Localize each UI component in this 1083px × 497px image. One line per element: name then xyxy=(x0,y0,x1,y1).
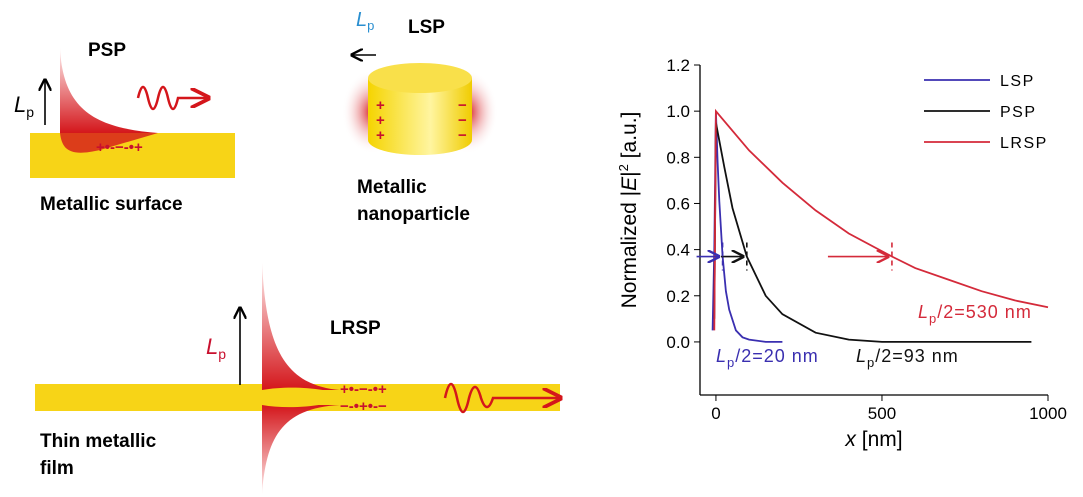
x-tick-label: 500 xyxy=(868,404,896,423)
wave-arrow xyxy=(138,87,208,109)
legend-label: PSP xyxy=(1000,104,1037,121)
y-tick-label: 0.4 xyxy=(666,241,690,260)
x-tick-label: 1000 xyxy=(1029,404,1067,423)
legend-label: LSP xyxy=(1000,73,1035,90)
annotation-sub: p xyxy=(929,311,937,326)
y-tick-label: 0.0 xyxy=(666,333,690,352)
x-axis-label: x [nm] xyxy=(844,428,902,451)
psp-title: PSP xyxy=(88,40,126,61)
length-label: Lp xyxy=(14,92,34,120)
field-decay xyxy=(262,405,340,495)
x-label-unit: [nm] xyxy=(856,428,903,451)
length-label: Lp xyxy=(206,334,226,362)
y-tick-label: 0.2 xyxy=(666,287,690,306)
x-tick-label: 0 xyxy=(711,404,720,423)
lrsp-title: LRSP xyxy=(330,318,381,339)
y-tick-label: 0.6 xyxy=(666,194,690,213)
annotation: Lp/2=20 nm xyxy=(716,346,819,370)
annotation-symbol: L xyxy=(716,346,727,366)
y-tick-label: 1.2 xyxy=(666,56,690,75)
annotation-text: /2=530 nm xyxy=(937,302,1032,322)
length-symbol: L xyxy=(206,334,218,359)
lsp-caption: nanoparticle xyxy=(357,204,470,225)
length-sub: p xyxy=(367,18,374,33)
annotation: Lp/2=530 nm xyxy=(918,302,1032,326)
annotation-symbol: L xyxy=(918,302,929,322)
lrsp-diagram: Lp LRSP +•-−-•+ −-•+•-− Thin metallic fi… xyxy=(35,262,560,495)
lsp-caption: Metallic xyxy=(357,177,427,198)
length-sub: p xyxy=(26,104,34,120)
charge: − xyxy=(458,127,467,144)
field-decay xyxy=(262,262,340,390)
y-axis-label: Normalized |E|2 [a.u.] xyxy=(616,112,641,309)
length-symbol: L xyxy=(356,9,367,31)
y-tick-label: 1.0 xyxy=(666,102,690,121)
charges: +•-−-•+ xyxy=(96,139,143,156)
length-symbol: L xyxy=(14,92,26,117)
charge: + xyxy=(376,127,385,144)
psp-caption: Metallic surface xyxy=(40,194,183,215)
lrsp-caption: film xyxy=(40,458,74,479)
legend-label: LRSP xyxy=(1000,135,1048,152)
y-label-sup: 2 xyxy=(616,164,631,171)
annotation-symbol: L xyxy=(856,346,867,366)
lsp-title: LSP xyxy=(408,17,445,38)
annotation-text: /2=20 nm xyxy=(735,346,819,366)
y-tick-label: 0.8 xyxy=(666,148,690,167)
nanoparticle-top xyxy=(368,63,472,93)
charges: +•-−-•+ xyxy=(340,381,387,398)
annotation: Lp/2=93 nm xyxy=(856,346,959,370)
psp-diagram: Lp PSP +•-−-•+ Metallic surface xyxy=(14,40,235,215)
lsp-diagram: + + + − − − Lp LSP Metallic nanoparticle xyxy=(342,9,498,225)
figure: Lp PSP +•-−-•+ Metallic surface + + + − … xyxy=(0,0,1083,497)
charges: −-•+•-− xyxy=(340,398,387,415)
y-label-symbol: E xyxy=(618,176,641,191)
annotation-sub: p xyxy=(867,355,875,370)
annotation-sub: p xyxy=(727,355,735,370)
lrsp-caption: Thin metallic xyxy=(40,431,157,452)
y-label-unit: [a.u.] xyxy=(618,112,641,165)
series-line xyxy=(714,111,1048,330)
length-sub: p xyxy=(218,346,226,362)
annotation-text: /2=93 nm xyxy=(875,346,959,366)
chart: 0.0 0.2 0.4 0.6 0.8 1.0 1.2 0 500 1000 x [nm] Norma… xyxy=(616,56,1067,451)
length-label: Lp xyxy=(356,9,374,33)
y-label-text: Normalized | xyxy=(618,191,641,309)
series-line xyxy=(713,111,783,342)
